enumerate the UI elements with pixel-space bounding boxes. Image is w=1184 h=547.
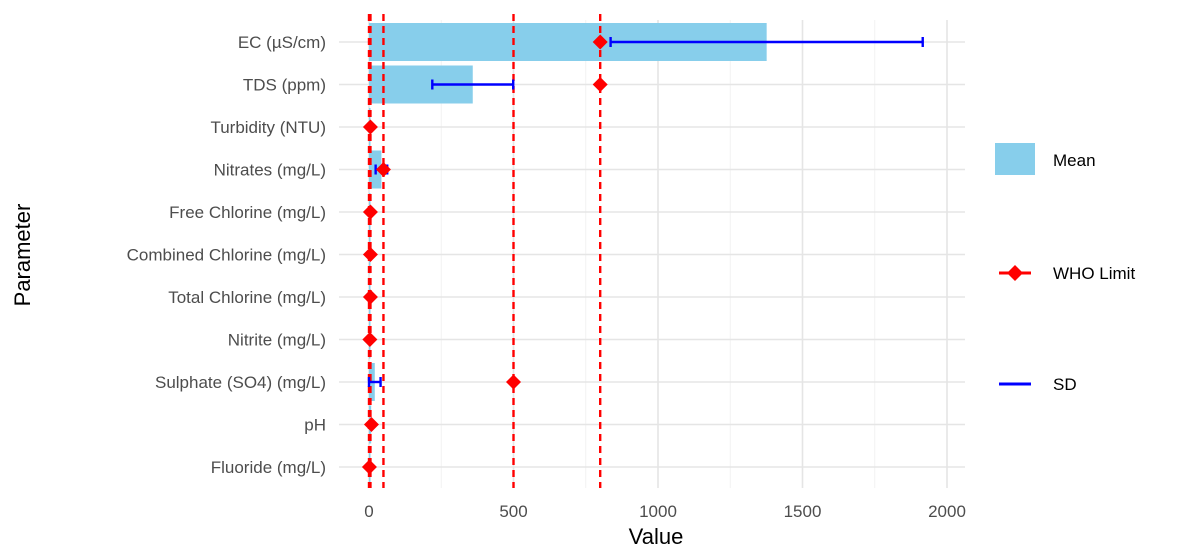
who-limit-point-combined-chlorine-mg-l [362,247,378,262]
x-tick-label-500: 500 [499,502,527,521]
legend: Mean WHO Limit SD [995,143,1135,394]
y-tick-label-ph: pH [304,416,326,435]
x-tick-label-1500: 1500 [784,502,822,521]
who-limit-points [361,34,608,475]
who-limit-point-nitrite-mg-l [362,332,378,347]
y-tick-label-fluoride-mg-l: Fluoride (mg/L) [211,458,326,477]
y-tick-label-total-chlorine-mg-l: Total Chlorine (mg/L) [168,288,326,307]
x-tick-label-1000: 1000 [639,502,677,521]
y-tick-label-tds-ppm: TDS (ppm) [243,76,326,95]
y-tick-label-nitrates-mg-l: Nitrates (mg/L) [214,161,326,180]
y-tick-label-turbidity-ntu: Turbidity (NTU) [210,118,326,137]
who-limit-point-nitrates-mg-l [375,162,391,177]
mean-bars [369,23,767,486]
who-limit-point-free-chlorine-mg-l [362,204,378,220]
who-limit-point-ec-s-cm [592,34,608,50]
y-tick-label-free-chlorine-mg-l: Free Chlorine (mg/L) [169,203,326,222]
y-tick-label-sulphate-so4-mg-l: Sulphate (SO4) (mg/L) [155,373,326,392]
legend-key-who-limit-point [1007,265,1023,281]
y-tick-label-nitrite-mg-l: Nitrite (mg/L) [228,331,326,350]
y-tick-label-combined-chlorine-mg-l: Combined Chlorine (mg/L) [127,246,326,265]
x-tick-label-2000: 2000 [928,502,966,521]
who-limit-point-turbidity-ntu [362,119,378,135]
x-tick-label-0: 0 [364,502,373,521]
legend-label-sd: SD [1053,375,1077,394]
x-tick-labels: 0 500 1000 1500 2000 [364,502,966,521]
legend-key-mean [995,143,1035,175]
legend-label-who-limit: WHO Limit [1053,264,1135,283]
who-limit-point-fluoride-mg-l [361,459,377,475]
legend-label-mean: Mean [1053,151,1096,170]
who-limit-point-total-chlorine-mg-l [362,289,378,305]
who-limit-point-sulphate-so4-mg-l [506,374,521,390]
who-limit-point-ph [363,417,379,432]
y-tick-label-ec-s-cm: EC (µS/cm) [238,33,326,52]
who-limit-point-tds-ppm [592,77,608,92]
x-axis-title: Value [629,524,684,547]
y-tick-labels: EC (µS/cm) TDS (ppm) Turbidity (NTU) Nitrat… [127,33,326,477]
y-axis-title: Parameter [10,204,35,307]
